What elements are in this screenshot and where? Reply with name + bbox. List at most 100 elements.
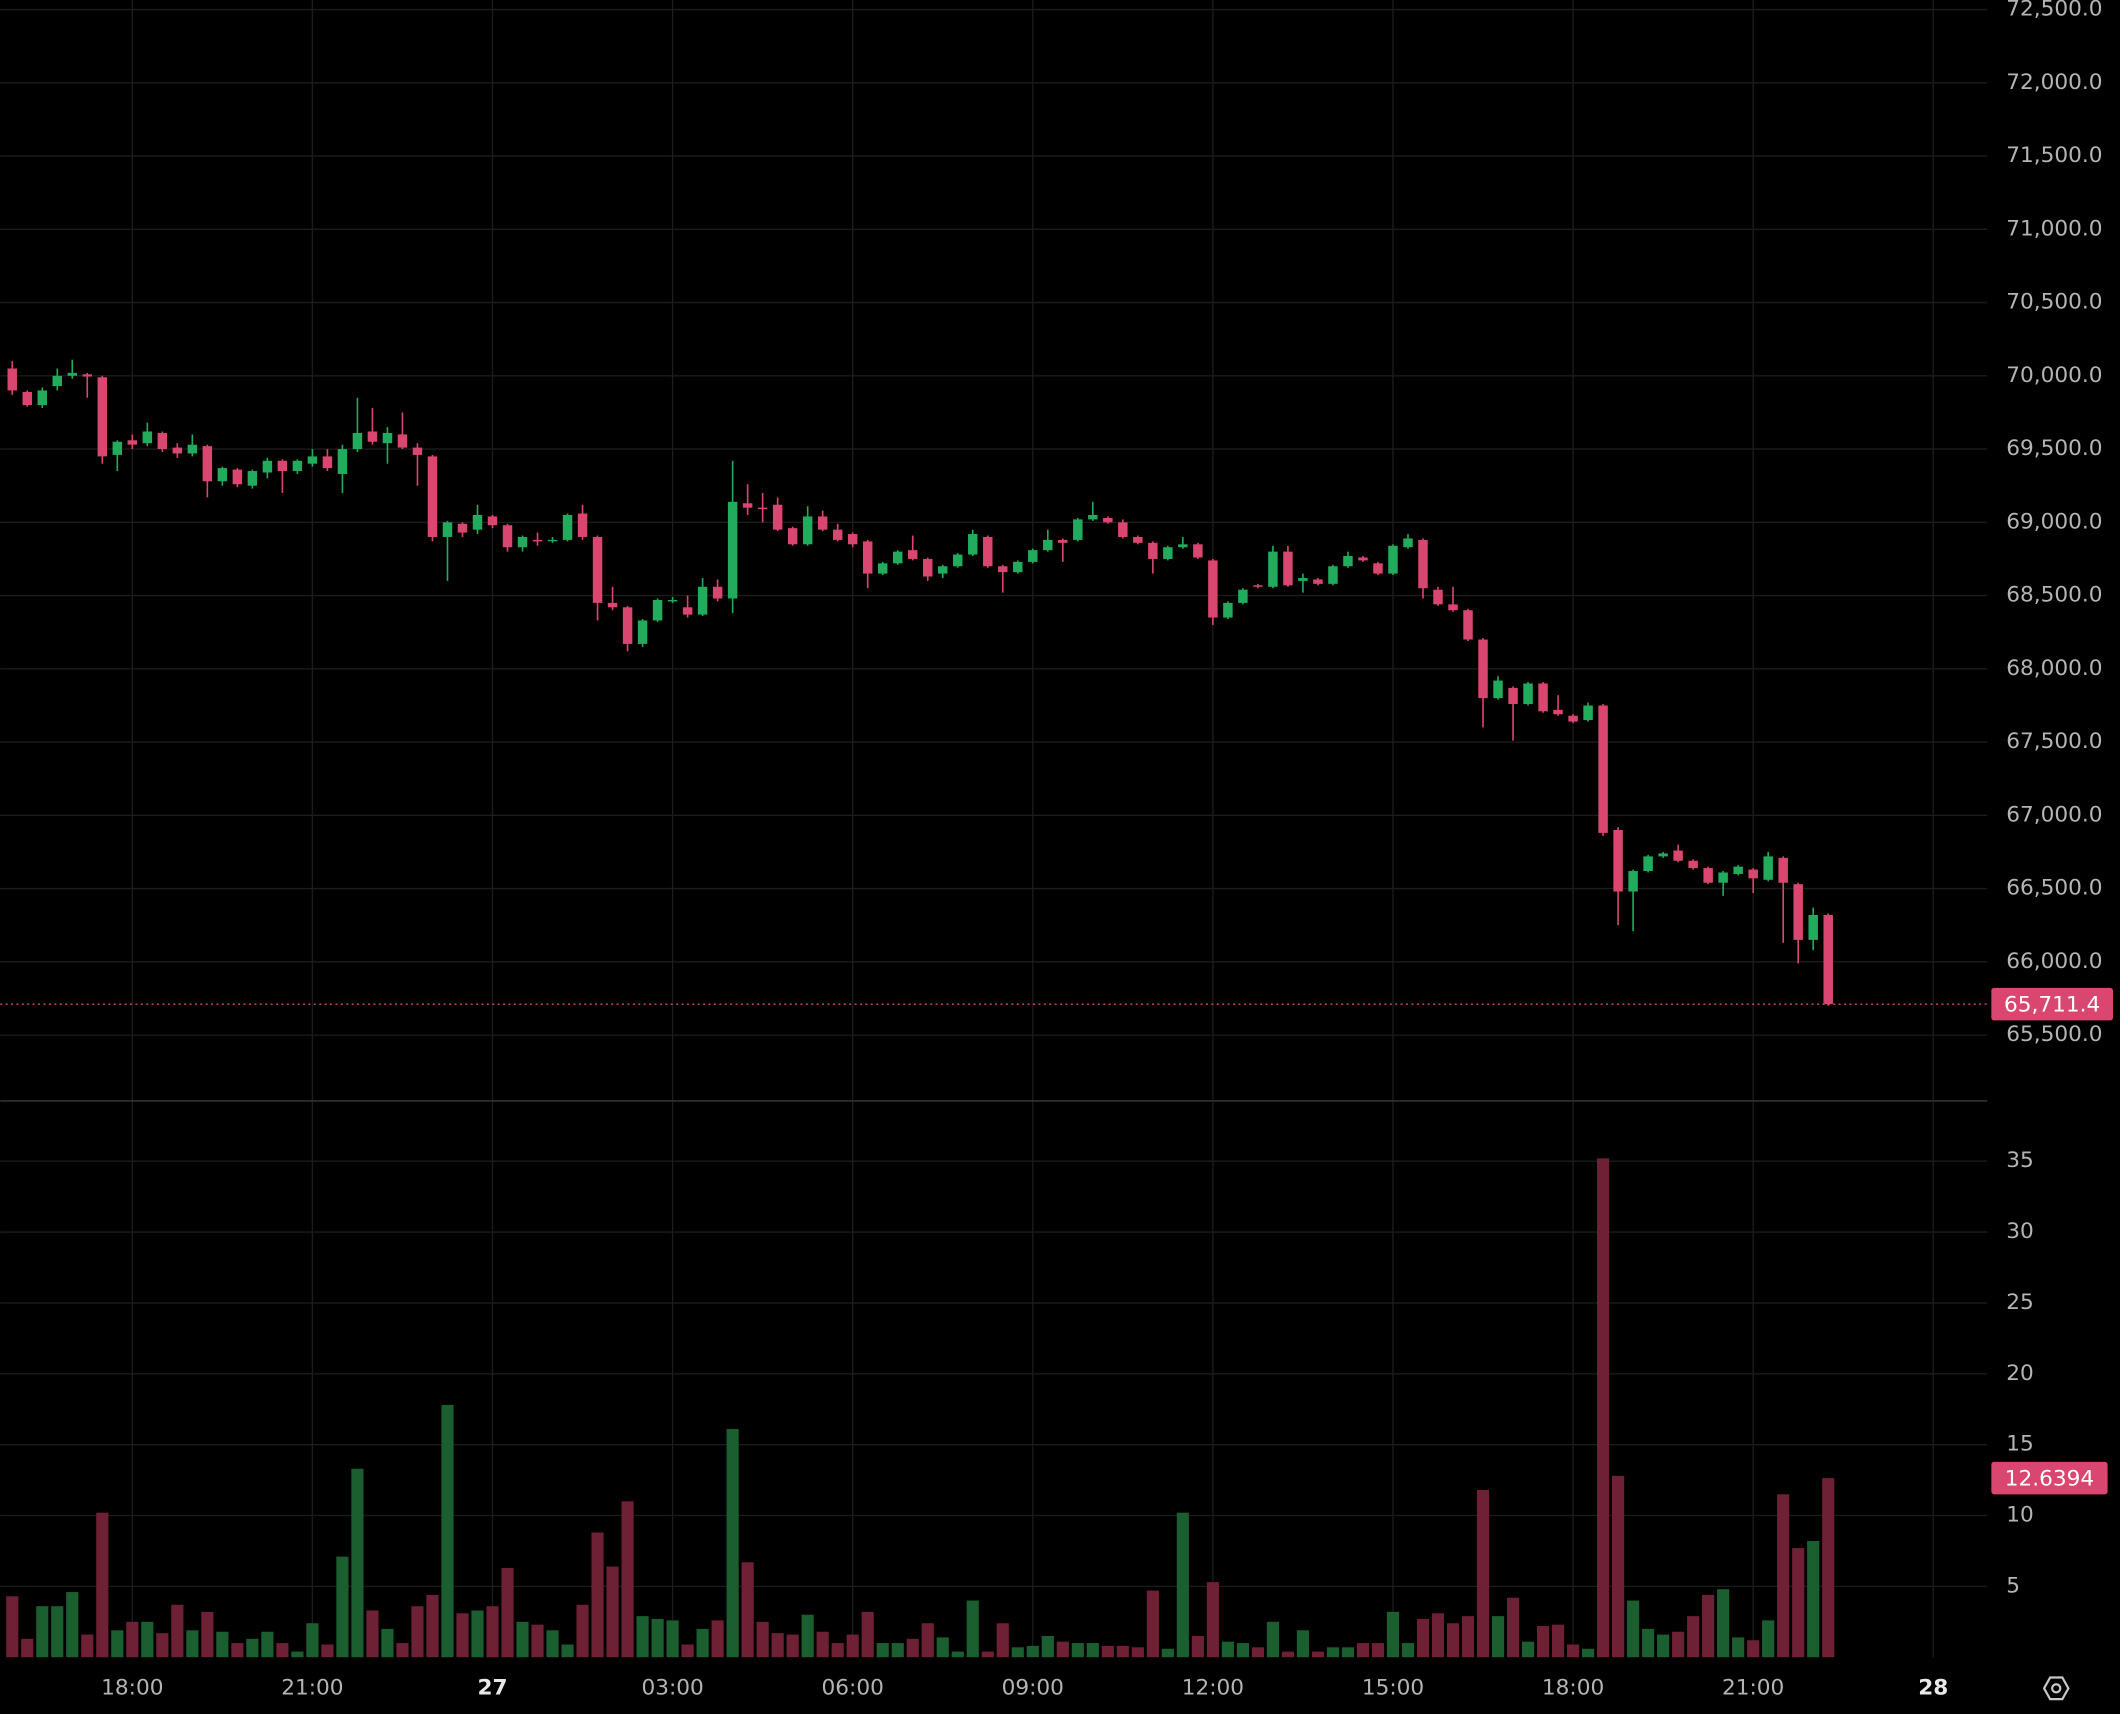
volume-bar (6, 1596, 19, 1658)
volume-bar (486, 1606, 499, 1658)
candle-body (1358, 557, 1368, 561)
volume-bar (1566, 1644, 1580, 1658)
volume-bar (1792, 1548, 1805, 1658)
candle-body (1733, 866, 1743, 874)
volume-bar (1041, 1635, 1054, 1658)
candle-body (172, 447, 183, 454)
candle-body (1823, 914, 1833, 1005)
candle-body (998, 566, 1008, 573)
y-tick-label: 35 (2006, 1148, 2034, 1173)
candle-body (502, 525, 513, 548)
candle-body (1103, 517, 1113, 523)
candle-body (532, 539, 543, 542)
volume-bar (591, 1532, 604, 1658)
candle-body (652, 599, 663, 621)
candle-body (232, 469, 243, 485)
volume-bar (786, 1634, 799, 1658)
volume-bar (1476, 1489, 1490, 1658)
candle-body (607, 602, 618, 608)
volume-bar (801, 1614, 814, 1658)
candle-body (472, 514, 483, 530)
candle-body (1628, 871, 1638, 892)
candle-body (787, 528, 798, 545)
candle-body (1433, 589, 1443, 605)
y-tick-label: 65,500.0 (2006, 1022, 2102, 1047)
candle-body (127, 440, 138, 445)
candle-body (67, 372, 78, 376)
candle-body (1073, 519, 1083, 540)
volume-bar (1011, 1647, 1024, 1658)
candle-body (1178, 544, 1188, 548)
candle-body (727, 501, 738, 599)
candle-body (7, 368, 17, 391)
volume-bar (1612, 1475, 1625, 1658)
volume-bar (741, 1562, 754, 1658)
y-tick-label: 25 (2006, 1290, 2034, 1315)
candle-body (1523, 683, 1533, 704)
volume-bar (246, 1638, 259, 1658)
volume-bar (1717, 1589, 1730, 1658)
candle-body (742, 503, 753, 508)
volume-bar (1371, 1643, 1385, 1658)
candle-body (1748, 869, 1758, 879)
y-tick-label: 71,000.0 (2006, 216, 2102, 241)
candle-body (1268, 551, 1278, 587)
volume-bar (261, 1631, 274, 1658)
candle-body (1208, 560, 1218, 618)
settings-button[interactable] (2042, 1676, 2070, 1701)
candle-body (938, 566, 948, 574)
last-price-label: 65,711.4 (2004, 992, 2100, 1017)
volume-bar (1191, 1635, 1204, 1658)
candle-body (1448, 604, 1458, 611)
volume-bar (111, 1630, 124, 1658)
volume-bar (1236, 1643, 1249, 1658)
candle-body (1133, 536, 1143, 543)
volume-bar (1221, 1641, 1234, 1658)
candle-body (412, 447, 423, 455)
x-tick-label: 21:00 (1722, 1675, 1784, 1700)
volume-bar (1296, 1630, 1310, 1658)
candle-body (832, 529, 843, 540)
candle-body (817, 516, 828, 530)
volume-bar (1116, 1645, 1129, 1658)
candle-body (457, 523, 468, 533)
volume-bar (126, 1621, 139, 1658)
candle-body (1553, 709, 1563, 715)
y-tick-label: 15 (2006, 1432, 2034, 1457)
volume-bar (1086, 1643, 1099, 1658)
candle-body (1148, 542, 1158, 559)
volume-bar (1642, 1628, 1655, 1658)
volume-bar (381, 1628, 394, 1658)
volume-bar (471, 1610, 484, 1658)
candle-body (262, 460, 273, 473)
candle-body (292, 460, 303, 472)
candle-body (112, 441, 123, 455)
volume-bar (216, 1631, 229, 1658)
volume-bar (981, 1651, 994, 1658)
volume-bar (696, 1628, 709, 1658)
candle-body (1478, 639, 1488, 699)
volume-bar (1401, 1643, 1415, 1658)
volume-bar (456, 1613, 469, 1658)
settings-icon[interactable] (2042, 1676, 2070, 1701)
settings-icon-center[interactable] (2051, 1683, 2062, 1694)
candle-body (847, 534, 858, 545)
volume-bar (1281, 1651, 1295, 1658)
candle-body (1463, 610, 1473, 640)
volume-bar (81, 1634, 94, 1658)
volume-bar (1581, 1648, 1595, 1658)
candle-body (682, 607, 693, 615)
candle-body (97, 377, 108, 457)
volume-bar (666, 1620, 679, 1658)
candle-body (1793, 884, 1803, 940)
y-tick-label: 68,000.0 (2006, 656, 2102, 681)
x-tick-label: 18:00 (1542, 1675, 1604, 1700)
candle-body (697, 586, 708, 615)
last-price-badge (1991, 987, 2114, 1021)
y-tick-label: 67,000.0 (2006, 802, 2102, 827)
y-tick-label: 67,500.0 (2006, 729, 2102, 754)
y-tick-label: 20 (2006, 1361, 2034, 1386)
candle-body (1808, 914, 1818, 940)
candle-body (757, 507, 768, 510)
